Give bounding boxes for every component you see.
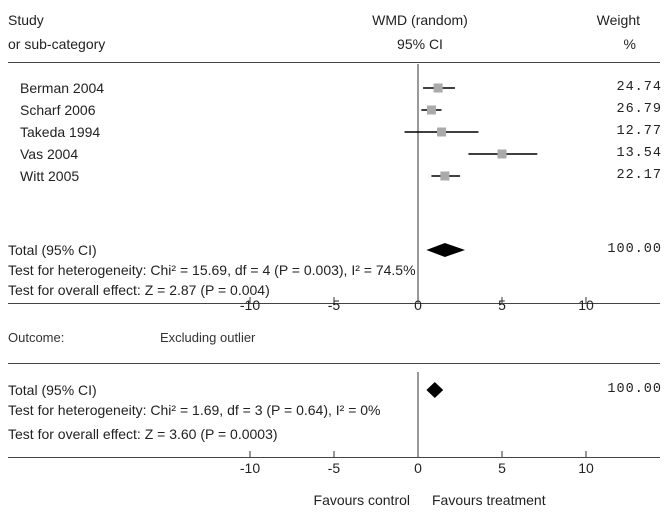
x-tick-label: 5 [498, 297, 506, 313]
x-tick-label: -10 [239, 460, 261, 476]
subgroup-total-label: Total (95% CI) [8, 382, 97, 398]
subgroup-diamond [426, 382, 444, 398]
column-header-study: Study [8, 12, 44, 28]
overall-weight: 100.00 [607, 242, 662, 257]
study-weight: 24.74 [616, 80, 662, 95]
column-header-effect: WMD (random) [372, 12, 468, 28]
outcome-label: Outcome: [8, 330, 65, 345]
column-header-weight-sub: % [623, 36, 636, 52]
study-weight: 22.17 [616, 168, 662, 183]
study-marker [497, 149, 507, 159]
subgroup-heterogeneity: Test for heterogeneity: Chi² = 1.69, df … [8, 402, 381, 418]
study-weight: 13.54 [616, 146, 662, 161]
outcome-value: Excluding outlier [160, 330, 256, 345]
x-tick-label: 10 [578, 297, 594, 313]
column-header-study-sub: or sub-category [8, 36, 106, 52]
axis-divider [8, 303, 660, 304]
favours-control-label: Favours control [313, 492, 410, 508]
study-marker [440, 171, 450, 181]
overall-diamond [426, 243, 466, 257]
overall-total-label: Total (95% CI) [8, 242, 97, 258]
x-tick-label: 0 [414, 460, 422, 476]
overall-effect-test: Test for overall effect: Z = 2.87 (P = 0… [8, 282, 270, 298]
subgroup-weight: 100.00 [607, 382, 662, 397]
study-label: Witt 2005 [20, 168, 80, 184]
x-tick-label: 5 [498, 460, 506, 476]
study-label: Scharf 2006 [20, 102, 96, 118]
subgroup-divider [8, 363, 660, 364]
subgroup-effect-test: Test for overall effect: Z = 3.60 (P = 0… [8, 426, 278, 442]
column-header-effect-sub: 95% CI [397, 36, 443, 52]
study-label: Takeda 1994 [20, 124, 101, 140]
x-tick-label: -5 [327, 297, 341, 313]
axis-divider-2 [8, 457, 660, 458]
study-weight: 26.79 [616, 102, 662, 117]
overall-heterogeneity: Test for heterogeneity: Chi² = 15.69, df… [8, 262, 416, 278]
x-tick-label: 0 [414, 297, 422, 313]
column-header-weight: Weight [596, 12, 640, 28]
header-divider [8, 62, 660, 63]
study-marker [426, 105, 436, 115]
study-marker [433, 83, 443, 93]
study-label: Berman 2004 [20, 80, 105, 96]
x-tick-label: 10 [578, 460, 594, 476]
study-weight: 12.77 [616, 124, 662, 139]
x-tick-label: -10 [239, 297, 261, 313]
x-tick-label: -5 [327, 460, 341, 476]
study-marker [437, 127, 447, 137]
favours-treatment-label: Favours treatment [432, 492, 546, 508]
study-label: Vas 2004 [20, 146, 79, 162]
